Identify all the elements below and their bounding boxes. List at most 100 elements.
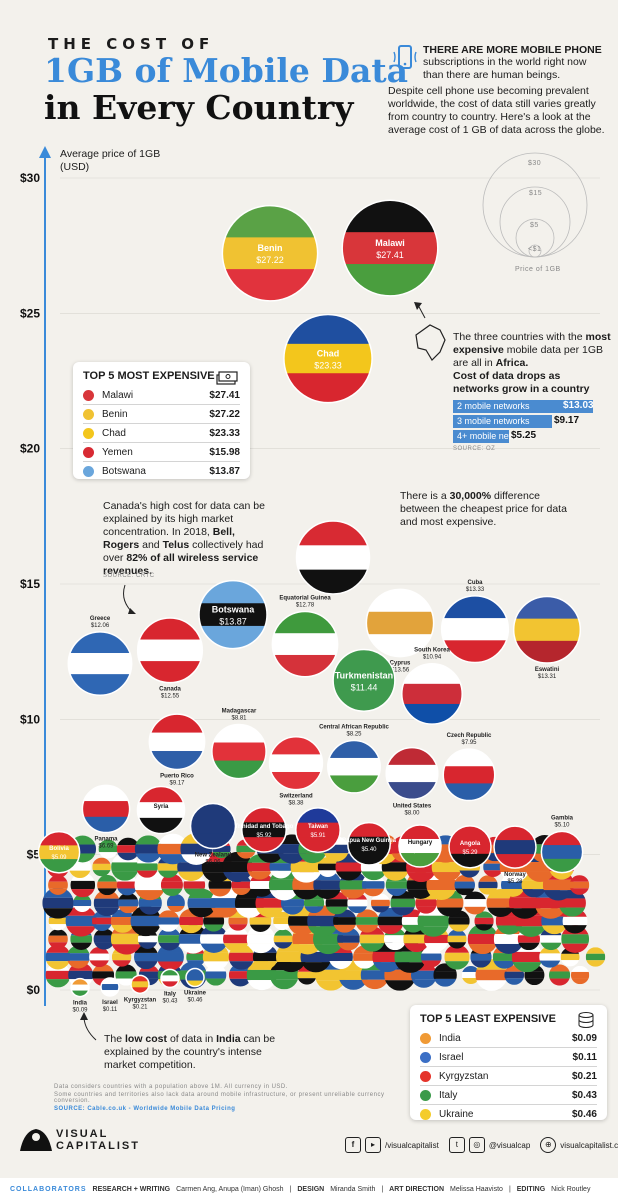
bubble-value-label: $5.28	[507, 879, 523, 885]
web-icon[interactable]: ⊕	[540, 1137, 557, 1153]
facebook-icon[interactable]: f	[345, 1137, 361, 1153]
flag-band	[272, 654, 338, 677]
country-bubble-small	[585, 947, 606, 967]
y-tick-label: $25	[20, 306, 40, 320]
flag-band	[186, 980, 204, 987]
country-bubble-small	[377, 907, 404, 935]
flag-dot-icon	[83, 389, 94, 401]
bubble-name-label: Norway	[504, 872, 526, 878]
network-bar	[453, 400, 593, 413]
country-bubble: New Zealand$6.06	[189, 802, 237, 865]
flag-band	[443, 749, 495, 767]
bubble-name-label: Switzerland	[279, 794, 313, 800]
bubble-value-label: $11.44	[351, 682, 378, 692]
country-bubble-small	[315, 959, 347, 991]
flag-band	[494, 826, 536, 841]
size-legend	[482, 152, 588, 258]
social-handle[interactable]: /visualcapitalist	[385, 1140, 439, 1150]
bubble-name-label: Taiwan	[308, 824, 328, 830]
country-bubble-small	[222, 851, 253, 883]
legend-country: Israel	[439, 1051, 464, 1063]
flag-band	[366, 589, 434, 613]
bubble-name-label: New Zealand	[195, 852, 232, 858]
bubble-value-label: $23.33	[314, 361, 342, 371]
network-bar-value: $5.25	[511, 430, 537, 441]
flag-band	[401, 683, 463, 705]
instagram-icon[interactable]: ◎	[468, 1137, 485, 1153]
art-name: Melissa Haavisto	[450, 1185, 503, 1193]
bubble-name-label: Israel	[102, 1000, 118, 1006]
flag-band	[401, 703, 463, 725]
bubble-outline	[448, 825, 492, 869]
top5-cheapest-panel: TOP 5 LEAST EXPENSIVE India $0.09 Israel $0…	[410, 1005, 607, 1120]
bubble-outline	[81, 784, 131, 834]
africa-icon	[415, 324, 446, 361]
flag-band	[137, 786, 185, 803]
flag-band	[327, 757, 381, 776]
country-bubble-small	[454, 874, 476, 896]
country-bubble: Greece$12.06	[67, 616, 133, 697]
bubble-value-label: $0.11	[103, 1007, 118, 1013]
flag-band	[441, 640, 509, 663]
legend-row: Yemen $15.98	[83, 443, 240, 462]
twitter-icon[interactable]: t	[448, 1137, 465, 1153]
legend-price: $27.41	[209, 389, 240, 401]
instagram-handle[interactable]: @visualcap	[488, 1140, 531, 1150]
flag-band	[296, 569, 370, 594]
flag-band	[211, 724, 267, 744]
country-bubble: Puerto Rico$9.17	[148, 713, 206, 786]
bubble-outline	[136, 617, 204, 684]
country-bubble-small	[93, 928, 115, 950]
bubble-name-label: Chad	[317, 349, 340, 359]
country-bubble-small	[48, 929, 68, 949]
bubble-name-label: Cuba	[468, 580, 484, 586]
flag-band	[186, 974, 204, 982]
bubble-value-label: $10.94	[423, 655, 442, 661]
youtube-icon[interactable]: ▸	[365, 1137, 381, 1153]
legend-price: $13.87	[209, 465, 240, 477]
flag-band	[101, 978, 119, 985]
bubble-outline	[160, 968, 180, 989]
flag-dot-icon	[420, 1051, 431, 1063]
flag-band	[386, 764, 438, 783]
bubble-value-label: $5.09	[51, 855, 67, 861]
bubble-outline	[268, 736, 324, 791]
flag-band	[68, 631, 132, 654]
country-bubble: Equatorial Guinea$12.78	[271, 595, 339, 678]
country-bubble-small	[166, 893, 185, 913]
bubble-value-label: $5.32	[412, 849, 428, 855]
networks-title: Cost of data drops as networks grow in a…	[453, 370, 590, 395]
flag-band	[101, 990, 119, 997]
flag-band	[190, 803, 236, 819]
flag-band	[295, 807, 341, 824]
country-bubble: Israel$0.11	[100, 977, 120, 1013]
network-bar-row: 4+ mobile networks $5.25	[453, 430, 593, 443]
flag-dot-icon	[83, 408, 94, 420]
country-bubble-small	[275, 941, 307, 973]
flag-band	[68, 674, 132, 696]
bubble-outline	[540, 830, 584, 874]
y-tick-label: $0	[27, 983, 41, 997]
bubble-value-label: $0.21	[132, 1004, 148, 1010]
flag-band	[269, 754, 323, 773]
bubble-value-label: $27.41	[376, 250, 404, 260]
network-bar-label: 4+ mobile networks	[457, 431, 535, 441]
country-bubble-small	[433, 963, 457, 987]
country-bubble: Taiwan $5.91	[295, 807, 341, 853]
website-link[interactable]: visualcapitalist.com	[560, 1140, 618, 1150]
visual-capitalist-logo	[18, 1125, 54, 1158]
bubble-name-label: Benin	[257, 243, 282, 253]
country-bubble-small	[463, 891, 487, 915]
disclaimer-line-1: Data considers countries with a populati…	[54, 1084, 288, 1090]
flag-band	[333, 690, 395, 712]
country-bubble-small	[570, 965, 590, 985]
country-bubble-small	[269, 855, 293, 879]
country-bubble: India$0.09	[70, 977, 90, 1014]
country-bubble-small	[569, 875, 590, 895]
flag-band	[283, 343, 373, 374]
design-label: DESIGN	[297, 1185, 325, 1193]
country-bubble-small	[157, 910, 180, 932]
flag-band	[366, 611, 434, 635]
bubble-value-label: $12.06	[91, 623, 110, 629]
